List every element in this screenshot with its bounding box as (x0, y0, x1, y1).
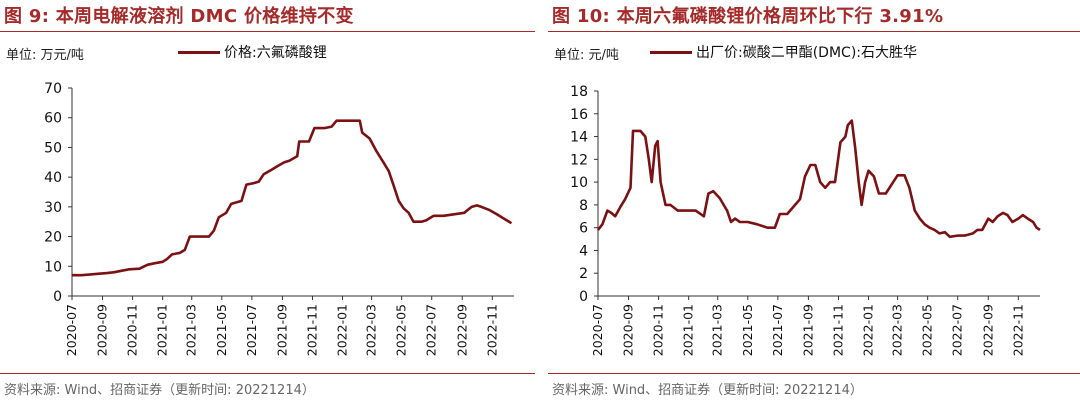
chart-plot-area: 0 2 4 6 8 10 12 14 16 18 2020-07 2020-09 2020-11 2021… (570, 84, 1041, 356)
x-tick-label: 2022-09 (454, 304, 469, 356)
y-tick-label: 70 (44, 81, 62, 97)
x-tick-label: 2020-11 (125, 304, 140, 356)
legend-swatch (650, 50, 692, 54)
y-tick-label: 14 (570, 130, 588, 146)
x-tick-label: 2022-01 (335, 304, 350, 356)
y-tick-label: 4 (579, 243, 588, 259)
source-rule (548, 373, 1080, 374)
x-tick-label: 2020-07 (590, 304, 605, 356)
x-tick-label: 2021-07 (770, 304, 785, 356)
y-tick-label: 0 (53, 289, 62, 305)
x-tick-label: 2022-09 (980, 304, 995, 356)
chart-title: 图 10: 本周六氟磷酸锂价格周环比下行 3.91% (552, 6, 944, 27)
x-tick-label: 2022-05 (394, 304, 409, 356)
x-tick-label: 2021-05 (214, 304, 229, 356)
y-tick-label: 2 (579, 266, 588, 282)
x-tick-label: 2022-03 (364, 304, 379, 356)
y-tick-label: 6 (579, 221, 588, 237)
chart-title: 图 9: 本周电解液溶剂 DMC 价格维持不变 (4, 6, 354, 27)
x-tick-label: 2021-07 (244, 304, 259, 356)
x-tick-label: 2021-01 (681, 304, 696, 356)
x-tick-label: 2022-11 (484, 304, 499, 356)
y-tick-label: 0 (579, 289, 588, 305)
unit-label: 单位: 万元/吨 (6, 48, 84, 63)
legend-swatch (178, 50, 220, 54)
x-tick-label: 2022-01 (861, 304, 876, 356)
x-tick-label: 2021-09 (800, 304, 815, 356)
y-tick-label: 20 (44, 230, 62, 246)
chart-panel-dmc: 图 9: 本周电解液溶剂 DMC 价格维持不变 单位: 万元/吨 价格:六氟磷酸… (0, 0, 535, 402)
y-tick-label: 12 (570, 152, 588, 168)
chart-panel-lipf6: 图 10: 本周六氟磷酸锂价格周环比下行 3.91% 单位: 元/吨 出厂价:碳… (548, 0, 1080, 402)
y-tick-label: 50 (44, 140, 62, 156)
source-note: 资料来源: Wind、招商证券（更新时间: 20221214） (552, 383, 863, 398)
x-tick-label: 2022-11 (1010, 304, 1025, 356)
y-tick-label: 8 (579, 198, 588, 214)
x-tick-label: 2021-05 (740, 304, 755, 356)
x-tick-label: 2020-09 (621, 304, 636, 356)
x-tick-label: 2020-07 (64, 304, 79, 356)
title-rule (548, 31, 1080, 32)
x-tick-label: 2021-01 (155, 304, 170, 356)
x-tick-label: 2021-11 (304, 304, 319, 356)
x-tick-label: 2020-11 (651, 304, 666, 356)
x-tick-label: 2020-09 (95, 304, 110, 356)
legend: 价格:六氟磷酸锂 (178, 42, 327, 62)
x-tick-label: 2022-03 (890, 304, 905, 356)
y-tick-label: 18 (570, 84, 588, 100)
series-line (596, 119, 1041, 239)
y-tick-label: 10 (44, 259, 62, 275)
source-rule (0, 373, 535, 374)
unit-label: 单位: 元/吨 (554, 48, 619, 63)
x-tick-label: 2021-09 (274, 304, 289, 356)
x-tick-label: 2022-07 (950, 304, 965, 356)
x-tick-label: 2022-05 (920, 304, 935, 356)
chart-plot-area: 0 10 20 30 40 50 60 70 2020-07 2020-09 2020-11 2021… (44, 81, 514, 356)
x-tick-label: 2021-03 (710, 304, 725, 356)
source-note: 资料来源: Wind、招商证券（更新时间: 20221214） (4, 383, 315, 398)
title-rule (0, 31, 535, 32)
x-tick-label: 2021-11 (830, 304, 845, 356)
x-tick-label: 2021-03 (184, 304, 199, 356)
legend: 出厂价:碳酸二甲酯(DMC):石大胜华 (650, 42, 917, 62)
legend-label: 出厂价:碳酸二甲酯(DMC):石大胜华 (696, 45, 917, 61)
y-tick-label: 16 (570, 107, 588, 123)
y-tick-label: 60 (44, 111, 62, 127)
x-tick-label: 2022-07 (424, 304, 439, 356)
legend-label: 价格:六氟磷酸锂 (224, 45, 327, 61)
y-tick-label: 40 (44, 170, 62, 186)
y-tick-label: 30 (44, 200, 62, 216)
series-line (72, 119, 513, 277)
y-tick-label: 10 (570, 175, 588, 191)
